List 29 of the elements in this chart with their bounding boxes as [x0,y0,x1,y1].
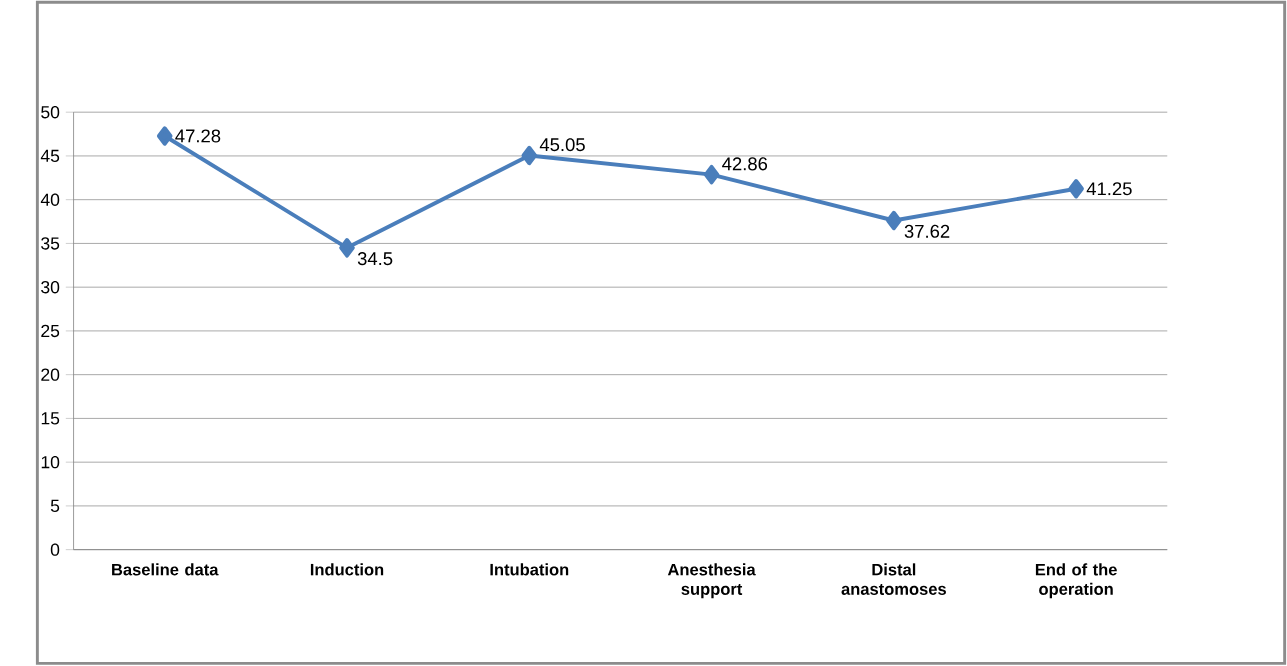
y-tick-label: 0 [50,543,60,556]
y-tick-label: 40 [40,193,60,207]
y-tick-label: 15 [41,412,60,425]
x-tick-label: Intubation [490,563,569,576]
data-label: 45.05 [539,138,585,152]
point [521,145,538,166]
y-tick-label: 20 [41,368,60,381]
point [1068,179,1084,199]
data-label: 47.28 [175,129,221,143]
x-tick-label: Induction [310,563,384,576]
point [339,238,355,258]
data-label: 34.5 [357,252,393,266]
y-tick-label: 30 [41,281,60,294]
point [886,210,902,231]
x-tick-label: Baseline data [112,563,219,576]
y-tick-label: 5 [50,499,60,513]
point [156,126,173,146]
x-tick-label: Anesthesia support [667,563,756,599]
x-tick-label: Distal anastomoses [841,563,946,596]
data-label: 37.62 [904,224,950,238]
point [703,165,720,185]
data-label: 42.86 [722,157,768,171]
y-tick-label: 10 [41,456,60,469]
y-tick-label: 50 [41,106,60,119]
y-tick-label: 25 [41,324,60,338]
x-tick-label: End of the operation [1035,563,1117,599]
data-label: 41.25 [1086,182,1132,196]
y-tick-label: 35 [41,237,60,250]
y-tick-label: 45 [40,149,60,163]
